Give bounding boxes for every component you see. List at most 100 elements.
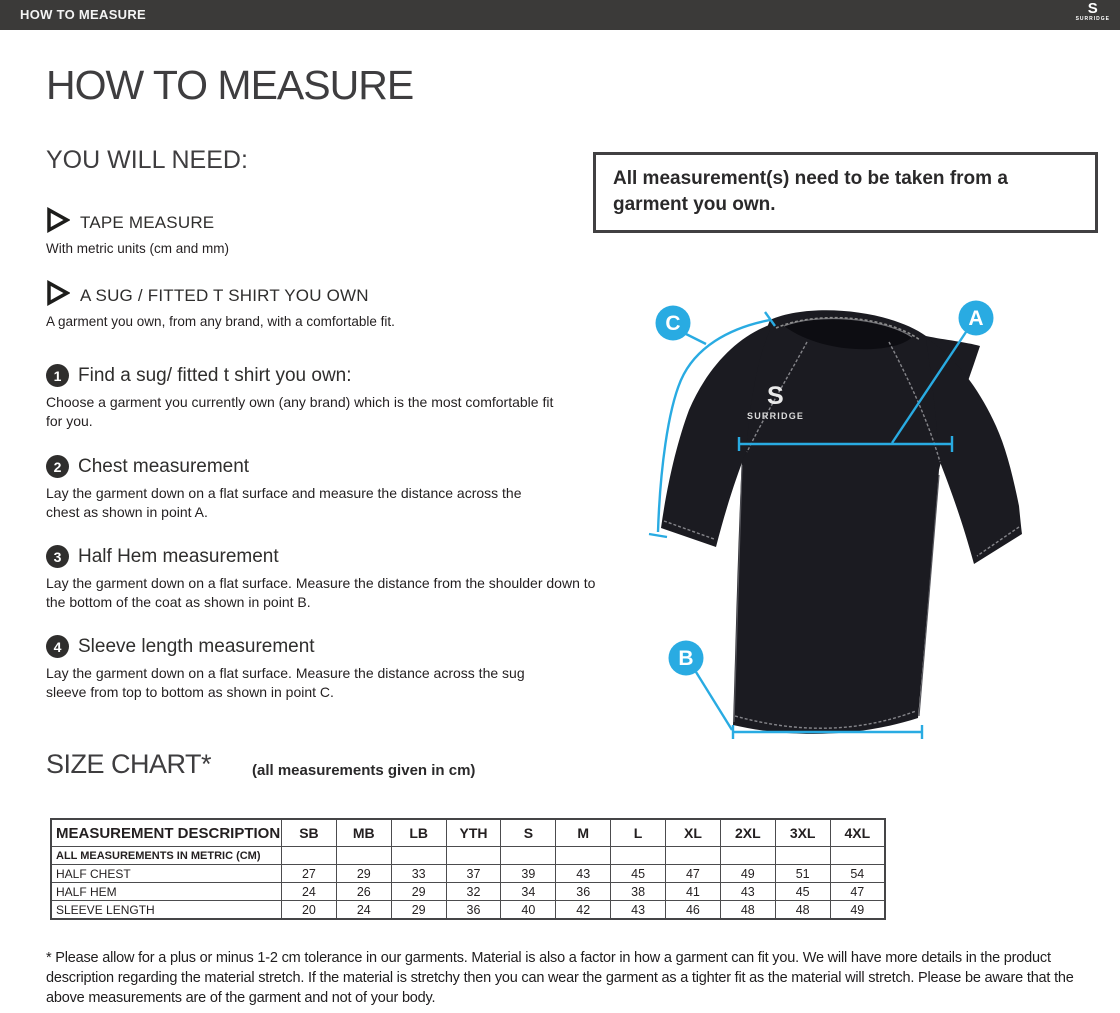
- column-header-size: L: [610, 818, 667, 847]
- table-row: HALF HEM 24 26 29 32 34 36 38 41 43 45 47: [50, 882, 886, 901]
- column-header-size: XL: [665, 818, 721, 847]
- step-number-badge: 1: [46, 364, 69, 387]
- point-a-label: A: [968, 307, 983, 330]
- value-cell: 34: [500, 882, 557, 901]
- column-header-size: SB: [281, 818, 337, 847]
- tolerance-footnote: * Please allow for a plus or minus 1-2 c…: [46, 950, 1074, 1006]
- value-cell: 43: [555, 864, 612, 883]
- brand-initial: S: [1087, 0, 1098, 17]
- step-title: Chest measurement: [78, 455, 250, 477]
- value-cell: 45: [610, 864, 667, 883]
- value-cell: 32: [445, 882, 502, 901]
- step-title: Sleeve length measurement: [78, 635, 315, 657]
- step-title: Find a sug/ fitted t shirt you own:: [78, 364, 352, 386]
- step-number-badge: 4: [46, 635, 69, 658]
- column-header-size: M: [555, 818, 612, 847]
- step-number-badge: 2: [46, 455, 69, 478]
- need-item-label: TAPE MEASURE: [80, 212, 215, 232]
- column-header-size: 3XL: [774, 818, 831, 847]
- need-item-label: A SUG / FITTED T SHIRT YOU OWN: [80, 285, 369, 305]
- empty-cell: [555, 846, 612, 865]
- table-row: HALF CHEST 27 29 33 37 39 43 45 47 49 51 54: [50, 864, 886, 883]
- empty-cell: [445, 846, 502, 865]
- measurement-note-text: All measurement(s) need to be taken from…: [613, 168, 1008, 215]
- row-label: HALF CHEST: [50, 864, 282, 883]
- empty-cell: [829, 846, 886, 865]
- empty-cell: [719, 846, 776, 865]
- b-connector-line: [694, 671, 734, 731]
- point-b-label: B: [678, 647, 693, 670]
- measurement-note-box: All measurement(s) need to be taken from…: [593, 152, 1098, 233]
- value-cell: 37: [445, 864, 502, 883]
- value-cell: 43: [610, 900, 667, 920]
- point-b-badge: [668, 640, 704, 676]
- value-cell: 27: [281, 864, 337, 883]
- need-item-fitted-tshirt: A SUG / FITTED T SHIRT YOU OWN A garment…: [46, 280, 395, 329]
- column-header-size: 2XL: [719, 818, 776, 847]
- point-c-label: C: [665, 312, 680, 335]
- column-header-size: LB: [390, 818, 447, 847]
- play-triangle-icon: [46, 207, 71, 238]
- need-item-description: With metric units (cm and mm): [46, 241, 230, 256]
- chest-measure-line: [737, 436, 954, 452]
- value-cell: 20: [281, 900, 337, 920]
- column-header-size: S: [500, 818, 557, 847]
- step-description: Lay the garment down on a flat surface. …: [46, 575, 596, 610]
- a-connector-line: [891, 331, 967, 444]
- size-chart-header-row: MEASUREMENT DESCRIPTION SB MB LB YTH S M L XL 2XL…: [50, 818, 886, 847]
- value-cell: 33: [390, 864, 447, 883]
- value-cell: 46: [665, 900, 721, 920]
- play-triangle-icon: [46, 280, 71, 311]
- top-bar-title: HOW TO MEASURE: [20, 7, 147, 22]
- value-cell: 36: [445, 900, 502, 920]
- point-c-badge: [655, 305, 691, 341]
- step-number-badge: 3: [46, 545, 69, 568]
- you-will-need-heading: YOU WILL NEED:: [46, 146, 248, 174]
- value-cell: 29: [335, 864, 392, 883]
- value-cell: 29: [390, 882, 447, 901]
- need-item-description: A garment you own, from any brand, with …: [46, 314, 395, 329]
- row-label: SLEEVE LENGTH: [50, 900, 282, 920]
- value-cell: 54: [829, 864, 886, 883]
- value-cell: 47: [829, 882, 886, 901]
- tshirt-measurement-diagram: S SURRIDGE A C B: [648, 300, 1022, 739]
- point-a-badge: [958, 300, 994, 336]
- value-cell: 39: [500, 864, 557, 883]
- hem-measure-line: [731, 725, 924, 739]
- value-cell: 24: [335, 900, 392, 920]
- value-cell: 36: [555, 882, 612, 901]
- column-header-size: MB: [335, 818, 392, 847]
- shirt-logo-initial: S: [767, 382, 784, 410]
- size-chart-body: ALL MEASUREMENTS IN METRIC (CM) HALF CHE…: [50, 846, 886, 920]
- column-header-description: MEASUREMENT DESCRIPTION: [50, 818, 282, 847]
- empty-cell: [335, 846, 392, 865]
- step-description: Choose a garment you currently own (any …: [46, 394, 554, 429]
- page-title: HOW TO MEASURE: [46, 62, 414, 108]
- value-cell: 51: [774, 864, 831, 883]
- value-cell: 43: [719, 882, 776, 901]
- surridge-logo-icon: S SURRIDGE: [1076, 0, 1110, 23]
- table-row: SLEEVE LENGTH 20 24 29 36 40 42 43 46 48 48 49: [50, 900, 886, 920]
- need-item-tape-measure: TAPE MEASURE With metric units (cm and m…: [46, 207, 229, 256]
- column-header-size: YTH: [445, 818, 502, 847]
- value-cell: 48: [719, 900, 776, 920]
- metric-note-cell: ALL MEASUREMENTS IN METRIC (CM): [50, 846, 282, 865]
- value-cell: 47: [665, 864, 721, 883]
- row-label: HALF HEM: [50, 882, 282, 901]
- empty-cell: [500, 846, 557, 865]
- step-title: Half Hem measurement: [78, 545, 279, 567]
- size-chart-table: MEASUREMENT DESCRIPTION SB MB LB YTH S M L XL 2XL…: [50, 818, 886, 920]
- value-cell: 29: [390, 900, 447, 920]
- shirt-logo-text: SURRIDGE: [747, 411, 804, 421]
- sleeve-measure-curve: [656, 318, 771, 533]
- empty-cell: [390, 846, 447, 865]
- value-cell: 49: [829, 900, 886, 920]
- step-2: 2 Chest measurement Lay the garment down…: [46, 455, 541, 522]
- step-1: 1 Find a sug/ fitted t shirt you own: Ch…: [46, 364, 556, 431]
- empty-cell: [281, 846, 337, 865]
- value-cell: 40: [500, 900, 557, 920]
- value-cell: 45: [774, 882, 831, 901]
- size-chart-subheading: (all measurements given in cm): [252, 762, 476, 779]
- measurement-annotations: [648, 311, 967, 739]
